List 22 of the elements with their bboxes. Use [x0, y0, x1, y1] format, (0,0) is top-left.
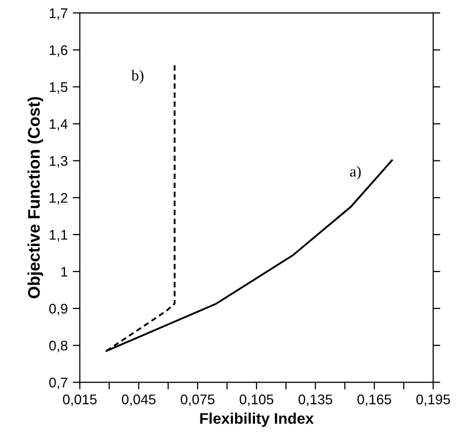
y-tick-label: 0,8 [49, 340, 68, 352]
x-tick-label: 0,195 [416, 394, 450, 406]
x-tick-label: 0,105 [240, 394, 274, 406]
annotation: b) [131, 70, 144, 84]
y-tick-label: 1,5 [50, 82, 68, 94]
y-axis-title: Objective Function (Cost) [28, 97, 44, 298]
y-tick-label: 1,6 [50, 45, 68, 57]
y-tick-label: 0,7 [49, 378, 68, 390]
y-tick-label: 1,1 [50, 230, 68, 242]
y-tick-label: 1,3 [50, 156, 68, 168]
y-tick-label: 1,7 [50, 8, 68, 20]
y-tick-label: 1 [61, 266, 68, 277]
x-tick-label: 0,015 [62, 394, 97, 406]
y-tick-label: 0,9 [49, 304, 68, 316]
x-tick-label: 0,165 [357, 394, 392, 406]
y-tick-label: 1,4 [50, 119, 68, 131]
y-tick-label: 1,2 [50, 192, 68, 204]
x-tick-label: 0,075 [180, 394, 214, 406]
annotation: a) [350, 166, 361, 180]
x-tick-label: 0,045 [122, 394, 156, 406]
x-tick-label: 0,135 [298, 394, 332, 406]
x-axis-title: Flexibility Index [200, 412, 314, 427]
